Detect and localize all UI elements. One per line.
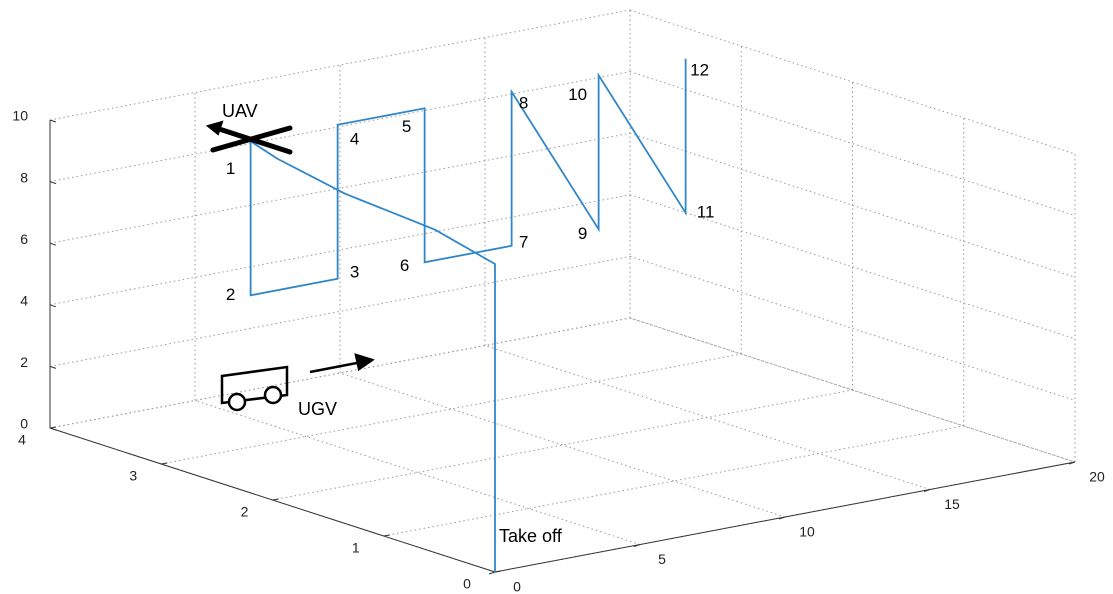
grid-line xyxy=(49,132,631,244)
point-label: 2 xyxy=(226,285,235,304)
grid-line xyxy=(629,71,1076,217)
grid-line xyxy=(629,255,1076,401)
grid-line xyxy=(49,317,631,429)
y-tick xyxy=(383,534,390,537)
z-tick-label: 8 xyxy=(20,169,28,185)
point-label: 8 xyxy=(519,93,528,112)
grid-line xyxy=(49,9,631,121)
y-tick-label: 1 xyxy=(352,540,360,556)
uav-icon xyxy=(205,120,293,155)
z-tick-label: 0 xyxy=(20,416,28,432)
grid-line xyxy=(629,317,1076,463)
grid-line xyxy=(49,71,631,183)
x-tick-label: 5 xyxy=(658,551,666,567)
grid-line xyxy=(194,400,641,545)
point-label: 7 xyxy=(519,232,528,251)
z-tick xyxy=(49,119,57,123)
point-label: 6 xyxy=(400,256,409,275)
y-tick-label: 4 xyxy=(18,432,26,448)
z-tick xyxy=(49,365,57,369)
point-label: 3 xyxy=(350,262,359,281)
y-tick-label: 0 xyxy=(463,576,471,592)
grid-line xyxy=(161,353,742,465)
z-tick xyxy=(49,427,57,431)
grid-line xyxy=(629,317,1076,463)
y-tick xyxy=(494,570,502,573)
z-tick-label: 2 xyxy=(20,354,28,370)
uav-label: UAV xyxy=(222,101,258,121)
y-tick-label: 3 xyxy=(129,468,137,484)
grid-line xyxy=(49,255,631,367)
x-tick xyxy=(1068,461,1076,465)
z-tick xyxy=(49,242,57,246)
x-tick-label: 20 xyxy=(1089,469,1105,485)
y-tick xyxy=(272,498,279,501)
point-label: 5 xyxy=(402,117,411,136)
x-tick xyxy=(778,516,786,520)
point-label: 9 xyxy=(578,224,587,243)
z-tick-label: 6 xyxy=(20,231,28,247)
z-tick xyxy=(49,304,57,308)
y-tick xyxy=(161,462,168,465)
y-tick-label: 2 xyxy=(241,504,249,520)
z-tick-label: 10 xyxy=(12,108,28,124)
point-label: 11 xyxy=(697,202,715,221)
z-tick xyxy=(49,181,57,185)
grid-line xyxy=(629,194,1076,340)
x-tick-label: 0 xyxy=(513,579,521,594)
grid-line xyxy=(49,194,631,306)
point-label: 10 xyxy=(568,85,587,104)
ugv-icon xyxy=(220,353,375,412)
x-tick-label: 10 xyxy=(799,524,815,540)
grid-line xyxy=(629,9,1076,155)
takeoff-label: Take off xyxy=(499,526,563,546)
grid-line xyxy=(272,389,853,501)
grid-line xyxy=(484,345,931,490)
flight-path xyxy=(249,58,687,572)
ugv-label: UGV xyxy=(298,399,337,419)
z-tick-label: 4 xyxy=(20,293,28,309)
x-tick xyxy=(488,571,496,575)
point-label: 1 xyxy=(226,159,235,178)
x-tick xyxy=(633,544,641,547)
x-tick xyxy=(923,489,931,492)
point-label: 4 xyxy=(350,129,359,148)
point-label: 12 xyxy=(690,60,709,79)
grid-line xyxy=(339,372,786,518)
grid-line xyxy=(383,425,964,537)
grid-line xyxy=(629,132,1076,278)
x-tick-label: 15 xyxy=(944,496,960,512)
